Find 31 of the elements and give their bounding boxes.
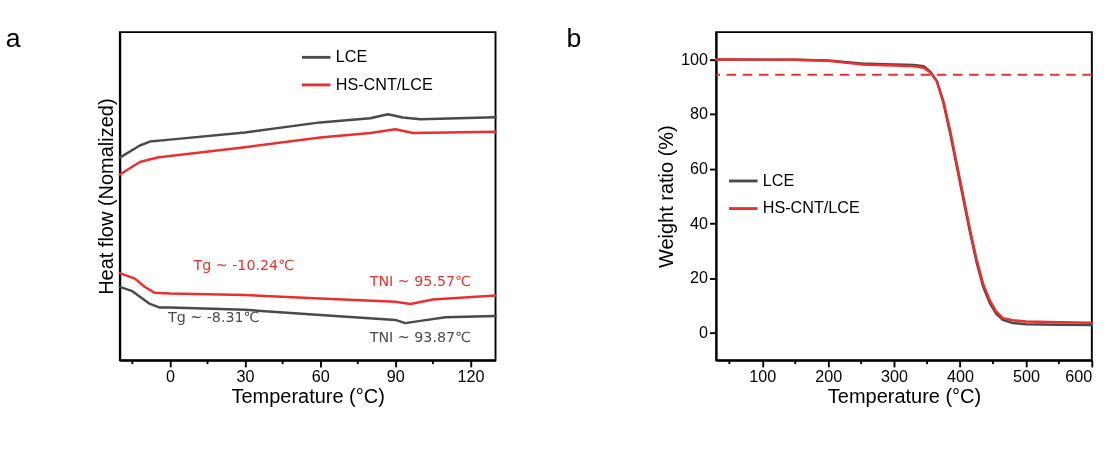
y-tick-label: 40 xyxy=(690,213,709,232)
x-tick-label: 400 xyxy=(947,366,974,385)
annotation: Tg ~ -10.24℃ xyxy=(192,256,295,273)
legend-label: LCE xyxy=(762,170,795,189)
x-tick-label: 0 xyxy=(165,366,175,385)
x-tick-label: 100 xyxy=(749,366,777,385)
legend-label: LCE xyxy=(335,47,368,66)
x-axis-title: Temperature (°C) xyxy=(827,384,982,407)
x-tick-label: 30 xyxy=(236,366,255,385)
y-axis-title: Heat flow (Nomalized) xyxy=(94,98,117,295)
x-tick-label: 500 xyxy=(1012,366,1040,385)
annotation: TNI ~ 93.87℃ xyxy=(368,329,472,346)
y-tick-label: 20 xyxy=(690,268,709,287)
x-tick-label: 90 xyxy=(386,366,405,385)
x-axis-title: Temperature (°C) xyxy=(231,384,385,407)
chart-title: b xyxy=(566,23,582,54)
chart-title: a xyxy=(5,23,21,54)
annotation: TNI ~ 95.57℃ xyxy=(368,273,472,290)
x-tick-label: 120 xyxy=(457,366,485,385)
legend-label: HS-CNT/LCE xyxy=(335,74,433,93)
x-tick-label: 200 xyxy=(815,366,843,385)
x-tick-label: 60 xyxy=(311,366,330,385)
y-axis-title: Weight ratio (%) xyxy=(655,125,678,269)
y-tick-label: 80 xyxy=(690,104,709,123)
legend-label: HS-CNT/LCE xyxy=(762,198,860,217)
y-tick-label: 0 xyxy=(699,323,709,342)
annotation: Tg ~ -8.31℃ xyxy=(166,309,260,326)
x-tick-label: 300 xyxy=(881,366,909,385)
y-tick-label: 100 xyxy=(681,49,709,68)
x-tick-label: 600 xyxy=(1065,366,1093,385)
y-tick-label: 60 xyxy=(690,159,709,178)
